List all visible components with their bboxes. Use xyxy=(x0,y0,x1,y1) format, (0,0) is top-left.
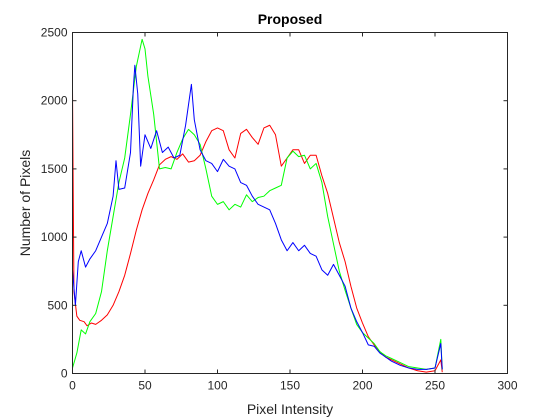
x-tick-label-1: 50 xyxy=(138,379,152,393)
y-tick-label-3: 1500 xyxy=(41,162,68,176)
series-line-1 xyxy=(72,89,443,373)
x-tick-label-6: 300 xyxy=(497,379,517,393)
x-tick-label-4: 200 xyxy=(352,379,372,393)
y-tick-label-4: 2000 xyxy=(41,94,68,108)
x-tick-label-3: 150 xyxy=(280,379,300,393)
x-tick-label-0: 0 xyxy=(69,379,76,393)
y-axis-label: Number of Pixels xyxy=(17,150,33,257)
y-tick-label-1: 500 xyxy=(47,298,67,312)
series-line-2 xyxy=(72,38,443,370)
x-tick-label-5: 250 xyxy=(425,379,445,393)
x-axis-label: Pixel Intensity xyxy=(247,401,333,417)
series-line-3 xyxy=(72,64,443,370)
plot-area xyxy=(72,32,508,374)
y-tick-label-2: 1000 xyxy=(41,230,68,244)
series-layer xyxy=(72,38,443,373)
y-tick-label-0: 0 xyxy=(61,367,68,381)
chart-title: Proposed xyxy=(258,11,323,27)
tick-layer: 0 50 100 150 200 250 300 0 500 1000 1500 2000 2500 xyxy=(41,26,518,393)
x-tick-label-2: 100 xyxy=(207,379,227,393)
y-tick-label-5: 2500 xyxy=(41,26,68,40)
